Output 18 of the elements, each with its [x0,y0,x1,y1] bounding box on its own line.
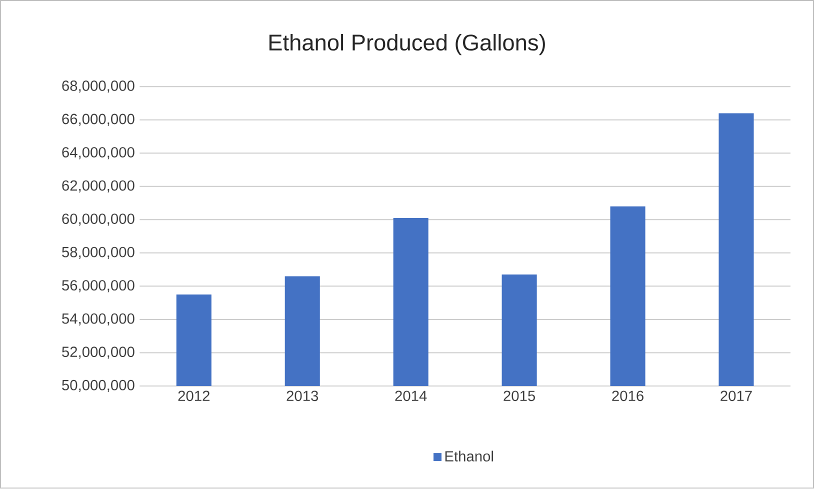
y-tick-label: 58,000,000 [62,247,134,260]
y-tick-label: 50,000,000 [62,380,134,392]
x-tick-label: 2014 [395,390,427,402]
x-tick-label: 2016 [612,390,644,402]
y-tick-label: 62,000,000 [62,180,134,193]
x-tick-label: 2015 [504,390,536,402]
legend-label: Ethanol [445,450,493,462]
y-tick-label: 54,000,000 [62,314,134,326]
y-tick-label: 66,000,000 [62,114,134,126]
y-tick-label: 56,000,000 [62,280,134,292]
y-tick-label: 60,000,000 [62,214,134,226]
x-tick-label: 2017 [720,390,752,402]
y-tick-label: 68,000,000 [62,80,134,93]
x-tick-label: 2013 [286,390,318,402]
x-tick-label: 2012 [178,390,210,402]
y-tick-label: 52,000,000 [62,346,134,359]
chart-title: Ethanol Produced (Gallons) [269,34,545,56]
y-tick-label: 64,000,000 [62,147,134,160]
